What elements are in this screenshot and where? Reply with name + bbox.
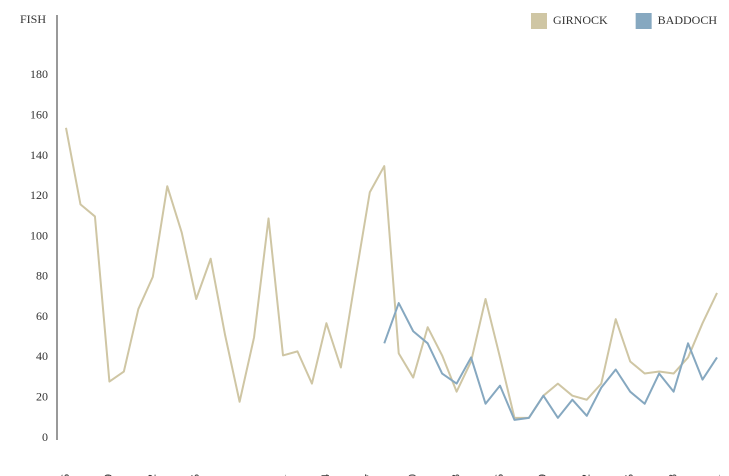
x-tick-label: 2008 [665,474,679,476]
y-tick-label: 40 [36,349,48,363]
x-tick-label: 1993 [448,474,462,476]
y-tick-label: 20 [36,389,48,403]
x-tick-label: 1999 [535,474,549,476]
x-tick-label: 1996 [492,474,506,476]
x-tick-label: 1969 [101,474,115,476]
x-tick-label: 1972 [145,474,159,476]
x-tick-label: 1990 [405,474,419,476]
x-tick-label: 2005 [622,474,636,476]
y-tick-label: 60 [36,309,48,323]
x-tick-label: 2011 [709,474,723,476]
y-axis-label: FISH [20,12,46,26]
legend-swatch [530,13,547,29]
legend-label: BADDOCH [658,13,718,27]
x-tick-label: 1984 [318,474,332,476]
y-tick-label: 120 [30,188,48,202]
x-tick-label: 1987 [362,474,376,476]
y-tick-label: 80 [36,269,48,283]
y-tick-label: 0 [42,430,48,444]
series-line [383,302,718,421]
legend-label: GIRNOCK [553,13,608,27]
y-tick-label: 140 [30,148,48,162]
x-tick-label: 1975 [188,474,202,476]
series-line [65,127,718,419]
y-tick-label: 160 [30,107,48,121]
x-tick-label: 1981 [275,474,289,476]
x-tick-label: 1966 [58,474,72,476]
x-tick-label: 2002 [579,474,593,476]
y-tick-label: 100 [30,228,48,242]
y-tick-label: 180 [30,67,48,81]
legend-swatch [635,13,652,29]
